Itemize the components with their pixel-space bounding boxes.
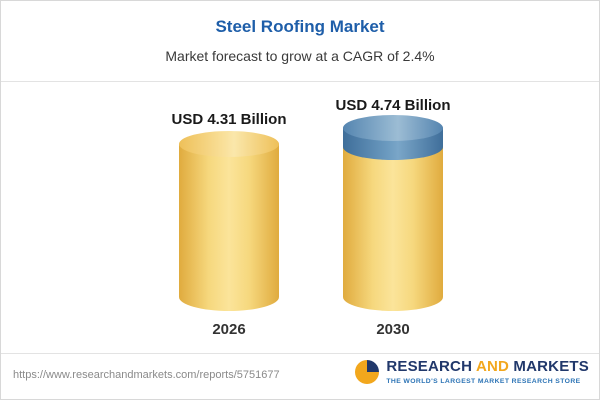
logo-wordmark: RESEARCH AND MARKETS (386, 359, 589, 376)
bar-cylinder-2026 (179, 131, 279, 311)
report-url: https://www.researchandmarkets.com/repor… (13, 369, 280, 381)
footer-divider (1, 353, 599, 354)
chart-subtitle: Market forecast to grow at a CAGR of 2.4… (165, 48, 435, 64)
bar-cylinder-2030 (343, 115, 443, 311)
value-label-2026: USD 4.31 Billion (171, 111, 287, 128)
logo-word-and: AND (475, 358, 510, 376)
cylinder-top (179, 131, 279, 157)
logo-word-research: RESEARCH (386, 358, 473, 376)
logo-tagline: THE WORLD'S LARGEST MARKET RESEARCH STOR… (386, 377, 581, 385)
header-divider (1, 81, 599, 82)
logo-mark-icon (355, 360, 380, 384)
cylinder-body (343, 147, 443, 311)
value-label-2030: USD 4.74 Billion (335, 97, 451, 114)
logo-text: RESEARCH AND MARKETS THE WORLD'S LARGEST… (386, 359, 589, 385)
growth-cap-top (343, 115, 443, 141)
category-label-2026: 2026 (212, 321, 246, 338)
cylinder-body (179, 144, 279, 311)
research-and-markets-logo: RESEARCH AND MARKETS THE WORLD'S LARGEST… (354, 359, 589, 385)
logo-word-markets: MARKETS (513, 358, 589, 376)
category-label-2030: 2030 (376, 321, 410, 338)
chart-title: Steel Roofing Market (215, 17, 385, 36)
